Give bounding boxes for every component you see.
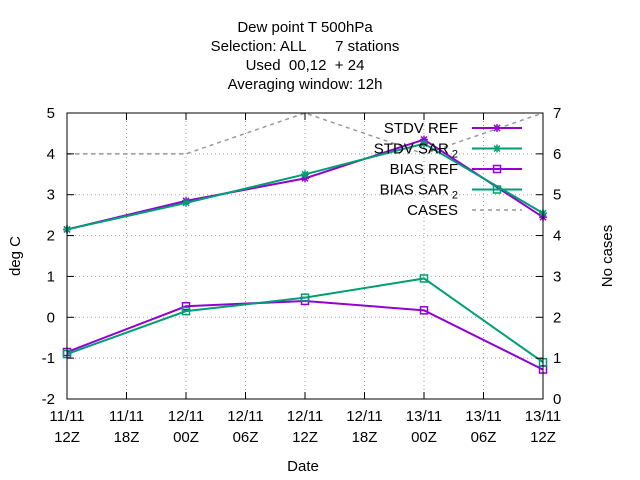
legend-marker <box>493 124 501 132</box>
x-tick-label-date: 12/11 <box>287 408 323 425</box>
series-line <box>66 142 544 231</box>
y2-tick-label: 4 <box>553 228 561 245</box>
marker-stroke <box>493 124 501 132</box>
title-line: Used 00,12 + 24 <box>246 57 365 74</box>
x-tick-label-date: 12/11 <box>227 408 263 425</box>
legend-entry: BIAS SAR 2 <box>380 182 522 202</box>
y2-tick-label: 2 <box>553 309 561 326</box>
axis-labels: Date deg C No cases <box>7 225 616 475</box>
y2-tick-label: 6 <box>553 146 561 163</box>
legend-label: BIAS SAR 2 <box>380 182 458 202</box>
y-tick-label: 1 <box>47 268 55 285</box>
x-tick-label-hour: 18Z <box>352 429 378 446</box>
data-point <box>181 302 191 311</box>
title-line: Averaging window: 12h <box>228 76 383 93</box>
y-tick-label: 0 <box>47 309 55 326</box>
plot-frame <box>66 112 544 400</box>
title-line: Dew point T 500hPa <box>237 19 373 36</box>
y2-tick-label: 7 <box>553 105 561 122</box>
data-point <box>419 274 429 283</box>
x-tick-label-date: 11/11 <box>109 408 144 425</box>
legend-entry: CASES <box>407 202 522 219</box>
legend-label: STDV REF <box>384 120 458 137</box>
data-point <box>420 139 428 148</box>
y-tick-label: -1 <box>42 350 55 367</box>
x-axis-label: Date <box>287 458 319 475</box>
x-tick-label-date: 12/11 <box>168 408 204 425</box>
y2-tick-label: 0 <box>553 391 561 408</box>
y2-tick-label: 1 <box>553 350 561 367</box>
legend-marker <box>492 185 502 194</box>
y-tick-label: 5 <box>47 105 55 122</box>
legend-entry: STDV REF <box>384 120 522 137</box>
axis-ticks: -2 -1 0 1 2 3 4 5 0 1 2 3 4 5 6 7 11/11 12Z 11/11 18Z 12/11 0… <box>42 105 562 446</box>
y-tick-label: 2 <box>47 228 55 245</box>
data-point <box>301 170 309 179</box>
series-line <box>66 277 544 364</box>
x-tick-label-date: 13/11 <box>406 408 442 425</box>
y2-tick-label: 5 <box>553 187 561 204</box>
x-tick-label-hour: 12Z <box>54 429 80 446</box>
grid <box>66 112 544 400</box>
data-point <box>419 306 429 315</box>
x-tick-label-hour: 00Z <box>411 429 437 446</box>
x-tick-label-hour: 06Z <box>471 429 497 446</box>
marker-stroke <box>301 170 309 178</box>
x-tick-label-hour: 18Z <box>114 429 140 446</box>
y-tick-label: -2 <box>42 391 55 408</box>
x-tick-label-hour: 06Z <box>233 429 259 446</box>
y-tick-label: 3 <box>47 187 55 204</box>
y-tick-label: 4 <box>47 146 55 163</box>
series-bias-sar-2 <box>62 274 548 367</box>
x-tick-label-date: 12/11 <box>346 408 382 425</box>
legend-marker <box>492 164 502 174</box>
legend-label: BIAS REF <box>390 161 458 178</box>
series-stdv-sar-2 <box>63 139 547 234</box>
legend-entry: BIAS REF <box>390 161 522 178</box>
chart-title: Dew point T 500hPa Selection: ALL 7 stati… <box>211 19 400 93</box>
y2-tick-label: 3 <box>553 268 561 285</box>
marker-stroke <box>182 199 190 207</box>
x-tick-label-date: 11/11 <box>49 408 84 425</box>
series-stdv-ref <box>63 135 547 234</box>
legend-marker <box>493 144 501 153</box>
x-tick-label-date: 13/11 <box>465 408 501 425</box>
series-lines <box>62 112 548 374</box>
x-tick-label-hour: 12Z <box>530 429 556 446</box>
legend-label: STDV SAR 2 <box>374 141 458 161</box>
legend-label: CASES <box>407 202 458 219</box>
legend-entry: STDV SAR 2 <box>374 141 522 161</box>
x-tick-label-hour: 00Z <box>173 429 199 446</box>
data-point <box>300 293 310 302</box>
y2-axis-label: No cases <box>599 225 616 288</box>
y-axis-label: deg C <box>7 236 24 276</box>
data-point <box>181 306 191 316</box>
x-tick-label-hour: 12Z <box>292 429 318 446</box>
data-point <box>182 198 190 207</box>
x-tick-label-date: 13/11 <box>525 408 561 425</box>
marker-stroke <box>420 140 428 148</box>
title-line: Selection: ALL 7 stations <box>211 38 400 55</box>
marker-stroke <box>493 144 501 153</box>
